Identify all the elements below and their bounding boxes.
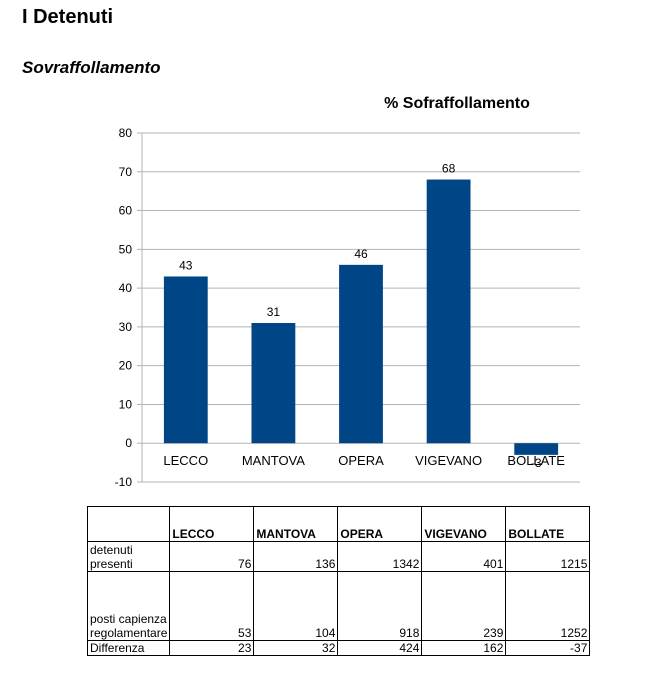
x-tick-label: LECCO bbox=[163, 453, 208, 468]
table-cell: 1215 bbox=[505, 541, 591, 572]
y-tick-label: 80 bbox=[119, 126, 133, 140]
y-tick-label: 30 bbox=[119, 320, 133, 334]
bar-value-label: -3 bbox=[531, 456, 542, 470]
bar bbox=[339, 264, 383, 444]
y-tick-label: 20 bbox=[119, 359, 133, 373]
table-cell: 76 bbox=[169, 541, 255, 572]
bar-value-label: 43 bbox=[179, 258, 193, 272]
table-cell: 162 bbox=[421, 640, 507, 656]
bar bbox=[514, 443, 559, 455]
table-cell: -37 bbox=[505, 640, 591, 656]
table-header-cell: BOLLATE bbox=[505, 506, 591, 542]
chart-gridlines bbox=[137, 132, 580, 483]
y-tick-label: 60 bbox=[119, 204, 133, 218]
y-tick-label: 40 bbox=[119, 281, 133, 295]
table-cell: 1252 bbox=[505, 571, 591, 641]
x-tick-label: OPERA bbox=[338, 453, 384, 468]
y-tick-label: 0 bbox=[125, 436, 132, 450]
table-row: Differenza 23 32 424 162 -37 bbox=[86, 640, 591, 656]
chart-title: % Sofraffollamento bbox=[384, 95, 530, 112]
subsection-title: Sovraffollamento bbox=[22, 58, 161, 77]
table-header-cell: VIGEVANO bbox=[421, 506, 507, 542]
table-header-cell bbox=[86, 506, 171, 542]
x-axis-tick-labels: LECCO MANTOVA OPERA VIGEVANO BOLLATE bbox=[163, 453, 565, 468]
table-row: detenuti presenti 76 136 1342 401 1215 bbox=[86, 541, 591, 572]
y-tick-label: 10 bbox=[119, 397, 133, 411]
row-label: posti capienza regolamentare bbox=[86, 571, 171, 641]
data-table: LECCO MANTOVA OPERA VIGEVANO BOLLATE det… bbox=[86, 506, 591, 656]
table-cell: 401 bbox=[421, 541, 507, 572]
table-header-row: LECCO MANTOVA OPERA VIGEVANO BOLLATE bbox=[86, 506, 591, 542]
x-tick-label: MANTOVA bbox=[242, 453, 305, 468]
table-cell: 918 bbox=[337, 571, 423, 641]
table-header-cell: OPERA bbox=[337, 506, 423, 542]
table-cell: 136 bbox=[253, 541, 339, 572]
x-tick-label: VIGEVANO bbox=[415, 453, 482, 468]
table-header-cell: MANTOVA bbox=[253, 506, 339, 542]
table-row: posti capienza regolamentare 53 104 918 … bbox=[86, 571, 591, 641]
table-cell: 23 bbox=[169, 640, 255, 656]
table-cell: 239 bbox=[421, 571, 507, 641]
bar-value-label: 68 bbox=[442, 162, 456, 176]
y-tick-label: 50 bbox=[119, 242, 133, 256]
chart-bars bbox=[163, 179, 559, 455]
row-label: detenuti presenti bbox=[86, 541, 171, 572]
bar-chart: % Sofraffollamento -1001020304050607080 … bbox=[115, 95, 580, 489]
table-cell: 1342 bbox=[337, 541, 423, 572]
y-tick-label: 70 bbox=[119, 165, 133, 179]
bar bbox=[251, 323, 296, 444]
chart-data-labels: 43 31 46 68 -3 bbox=[179, 162, 542, 470]
table-cell: 53 bbox=[169, 571, 255, 641]
table-cell: 424 bbox=[337, 640, 423, 656]
bar-value-label: 31 bbox=[267, 305, 281, 319]
table-header-cell: LECCO bbox=[169, 506, 255, 542]
bar bbox=[426, 179, 471, 444]
table-cell: 32 bbox=[253, 640, 339, 656]
y-tick-label: -10 bbox=[115, 475, 133, 489]
section-title: I Detenuti bbox=[22, 6, 114, 28]
row-label: Differenza bbox=[86, 640, 171, 656]
table-cell: 104 bbox=[253, 571, 339, 641]
x-tick-label: BOLLATE bbox=[507, 453, 565, 468]
bar-value-label: 46 bbox=[354, 247, 368, 261]
y-axis-tick-labels: -10 0 10 20 30 40 50 60 70 80 bbox=[115, 126, 133, 489]
bar bbox=[163, 276, 208, 444]
